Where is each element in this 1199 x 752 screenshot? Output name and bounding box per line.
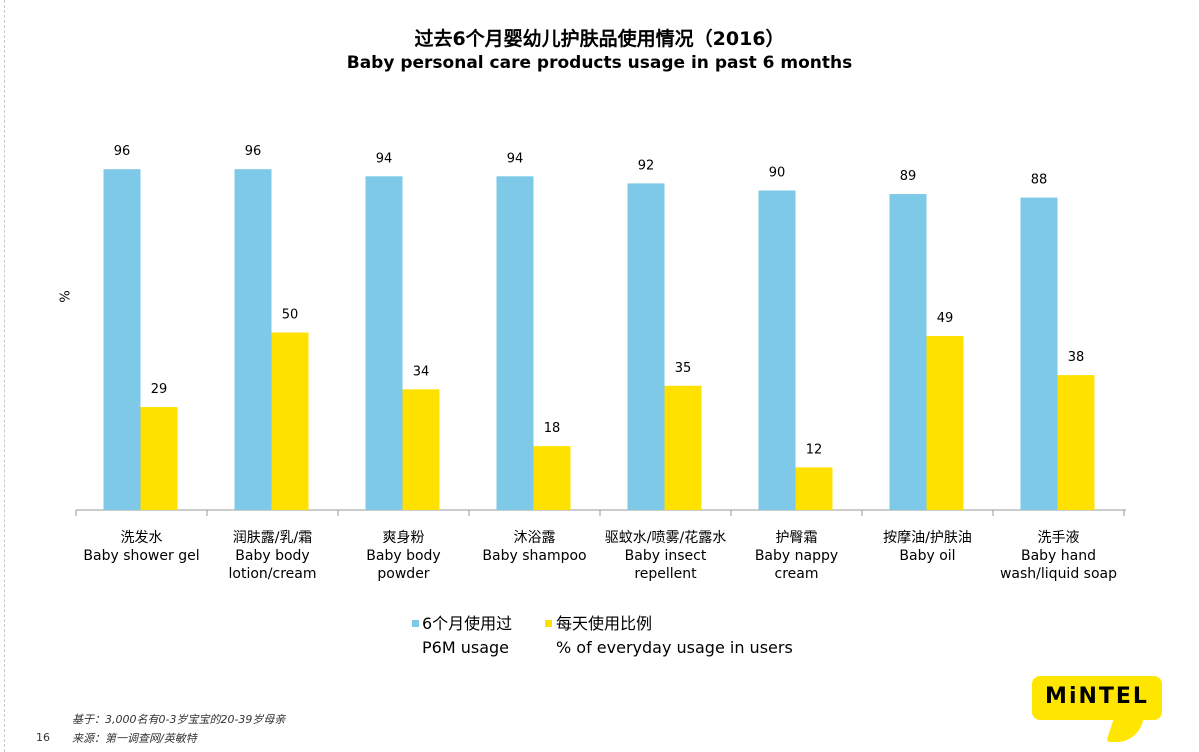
category-label-en: Baby insect repellent	[624, 548, 707, 582]
bar-daily	[140, 407, 178, 510]
category-label-zh: 洗手液	[1037, 530, 1080, 546]
footnote-source: 来源：第一调查网/英敏特	[72, 732, 197, 745]
data-label-daily: 12	[806, 442, 823, 457]
category-label-en: Baby body powder	[366, 548, 441, 582]
category-label-zh: 护臀霜	[775, 530, 818, 546]
page-number: 16	[36, 731, 50, 744]
mintel-logo	[1032, 676, 1162, 720]
legend-label-p6m-en: P6M usage	[422, 638, 509, 657]
category-label: 按摩油/护肤油 Baby oil	[862, 529, 993, 565]
bar-daily	[1057, 375, 1095, 510]
category-label-zh: 润肤露/乳/霜	[232, 530, 313, 546]
category-label-zh: 按摩油/护肤油	[883, 530, 972, 546]
category-label: 洗手液 Baby hand wash/liquid soap	[993, 529, 1124, 583]
category-label: 沐浴露 Baby shampoo	[469, 529, 600, 565]
bar-daily	[533, 446, 571, 510]
data-label-daily: 38	[1068, 350, 1085, 365]
bar-p6m	[627, 183, 665, 510]
legend-label-daily-en: % of everyday usage in users	[556, 638, 793, 657]
data-label-p6m: 89	[900, 169, 917, 184]
chart-title-en: Baby personal care products usage in pas…	[346, 53, 853, 73]
bar-p6m	[234, 169, 272, 510]
bar-p6m	[758, 190, 796, 510]
data-label-p6m: 96	[245, 144, 262, 159]
category-label-en: Baby nappy cream	[754, 548, 839, 582]
bar-p6m	[365, 176, 403, 511]
bar-daily	[402, 389, 440, 510]
category-label: 润肤露/乳/霜 Baby body lotion/cream	[207, 529, 338, 583]
category-label-zh: 爽身粉	[382, 530, 425, 546]
category-label: 护臀霜 Baby nappy cream	[731, 529, 862, 583]
bar-p6m	[496, 176, 534, 511]
bar-daily	[271, 332, 309, 510]
legend-item-daily: 每天使用比例 % of everyday usage in users	[556, 612, 793, 660]
data-label-p6m: 94	[507, 151, 524, 166]
category-label: 爽身粉 Baby body powder	[338, 529, 469, 583]
chart-title-zh: 过去6个月婴幼儿护肤品使用情况（2016）	[414, 28, 785, 50]
category-label-en: Baby shower gel	[83, 548, 200, 564]
legend-swatch-p6m	[412, 620, 419, 627]
data-label-p6m: 94	[376, 151, 393, 166]
data-label-p6m: 88	[1031, 173, 1048, 188]
data-label-daily: 35	[675, 361, 692, 376]
bar-daily	[926, 336, 964, 510]
bar-p6m	[889, 194, 927, 511]
category-label-en: Baby body lotion/cream	[228, 548, 317, 582]
data-label-p6m: 96	[114, 144, 131, 159]
category-label-en: Baby hand wash/liquid soap	[999, 548, 1117, 582]
bar-p6m	[1020, 197, 1058, 510]
category-label: 驱蚊水/喷雾/花露水 Baby insect repellent	[600, 529, 731, 583]
data-label-daily: 34	[413, 364, 430, 379]
footnote-base: 基于：3,000名有0-3岁宝宝的20-39岁母亲	[72, 713, 286, 726]
category-label-zh: 驱蚊水/喷雾/花露水	[604, 530, 727, 546]
category-label-zh: 洗发水	[120, 530, 163, 546]
bar-daily	[795, 467, 833, 510]
category-label-en: Baby oil	[899, 548, 956, 564]
legend-item-p6m: 6个月使用过 P6M usage	[422, 612, 512, 660]
legend-label-daily-zh: 每天使用比例	[556, 614, 653, 633]
data-label-p6m: 92	[638, 158, 655, 173]
page-edge-line	[4, 0, 5, 752]
data-label-daily: 50	[282, 308, 299, 323]
category-label-zh: 沐浴露	[513, 530, 556, 546]
bar-p6m	[103, 169, 141, 510]
category-label: 洗发水 Baby shower gel	[76, 529, 207, 565]
data-label-daily: 18	[544, 421, 561, 436]
mintel-logo-text: MiNTEL	[1045, 684, 1149, 709]
data-label-daily: 29	[151, 382, 168, 397]
data-label-daily: 49	[937, 311, 954, 326]
category-label-en: Baby shampoo	[482, 548, 587, 564]
legend-swatch-daily	[545, 620, 552, 627]
data-label-p6m: 90	[769, 166, 786, 181]
bar-daily	[664, 385, 702, 510]
legend-label-p6m-zh: 6个月使用过	[422, 614, 513, 633]
